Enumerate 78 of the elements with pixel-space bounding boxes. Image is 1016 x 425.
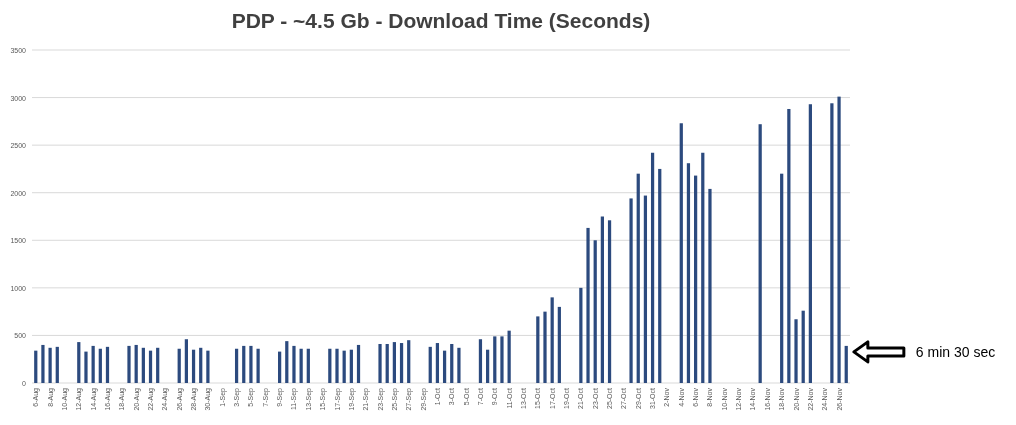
bar <box>543 311 547 383</box>
bar <box>478 339 483 383</box>
bar <box>780 173 784 383</box>
bar <box>679 123 683 383</box>
bar <box>349 349 353 383</box>
bar <box>335 348 339 383</box>
bar <box>694 175 698 383</box>
bar <box>299 348 303 383</box>
bar <box>442 350 447 383</box>
bar <box>507 330 511 383</box>
bar <box>77 342 81 383</box>
bar <box>191 349 196 383</box>
bar <box>708 188 712 383</box>
bar <box>234 348 239 383</box>
bar <box>658 168 662 383</box>
bar <box>643 195 648 383</box>
bar <box>48 347 52 383</box>
bar <box>586 227 590 383</box>
bar <box>579 287 583 383</box>
bar <box>701 152 705 383</box>
bar <box>148 350 153 383</box>
bar <box>557 306 561 383</box>
bar <box>184 339 188 383</box>
bar <box>141 347 145 383</box>
bar <box>392 342 396 383</box>
bar <box>105 346 110 383</box>
bar <box>844 345 848 383</box>
bar <box>378 343 382 383</box>
bar <box>342 350 346 383</box>
bar <box>91 345 95 383</box>
bar <box>650 152 655 383</box>
text: 6 min 30 sec <box>915 343 996 360</box>
bar <box>292 345 296 383</box>
bar <box>686 163 691 383</box>
bar <box>127 345 131 383</box>
bar <box>794 319 798 383</box>
bar <box>450 343 454 383</box>
bar <box>636 173 640 383</box>
bar <box>801 310 805 383</box>
bar <box>787 108 791 383</box>
bar <box>98 348 102 383</box>
bar <box>199 347 203 383</box>
bar <box>34 350 38 383</box>
chart-title: PDP - ~4.5 Gb - Download Time (Seconds) <box>231 9 651 32</box>
bar <box>550 297 554 383</box>
bar <box>356 344 361 383</box>
bar <box>285 341 289 383</box>
bar <box>493 336 497 383</box>
bar <box>457 347 461 383</box>
bar <box>278 351 282 383</box>
bar <box>256 348 260 383</box>
bar <box>486 349 490 383</box>
bar <box>837 96 841 383</box>
bar <box>249 345 253 383</box>
bar <box>435 343 440 383</box>
bar <box>156 347 160 383</box>
bar <box>399 343 404 383</box>
bar <box>830 103 834 383</box>
bar <box>328 348 332 383</box>
bar <box>600 216 604 383</box>
bar <box>629 198 633 383</box>
bar <box>593 240 597 383</box>
bar <box>41 344 45 383</box>
bar <box>428 346 432 383</box>
bar <box>134 344 138 383</box>
bar <box>242 345 246 383</box>
bar <box>206 350 210 383</box>
bar <box>84 351 88 383</box>
bar <box>55 346 59 383</box>
bar <box>500 336 504 383</box>
bar <box>536 316 540 383</box>
bar <box>407 340 411 383</box>
bar <box>808 104 812 383</box>
bar <box>306 348 310 383</box>
bar <box>385 343 389 383</box>
bar <box>758 124 762 383</box>
bar <box>607 220 612 383</box>
bar <box>177 348 181 383</box>
